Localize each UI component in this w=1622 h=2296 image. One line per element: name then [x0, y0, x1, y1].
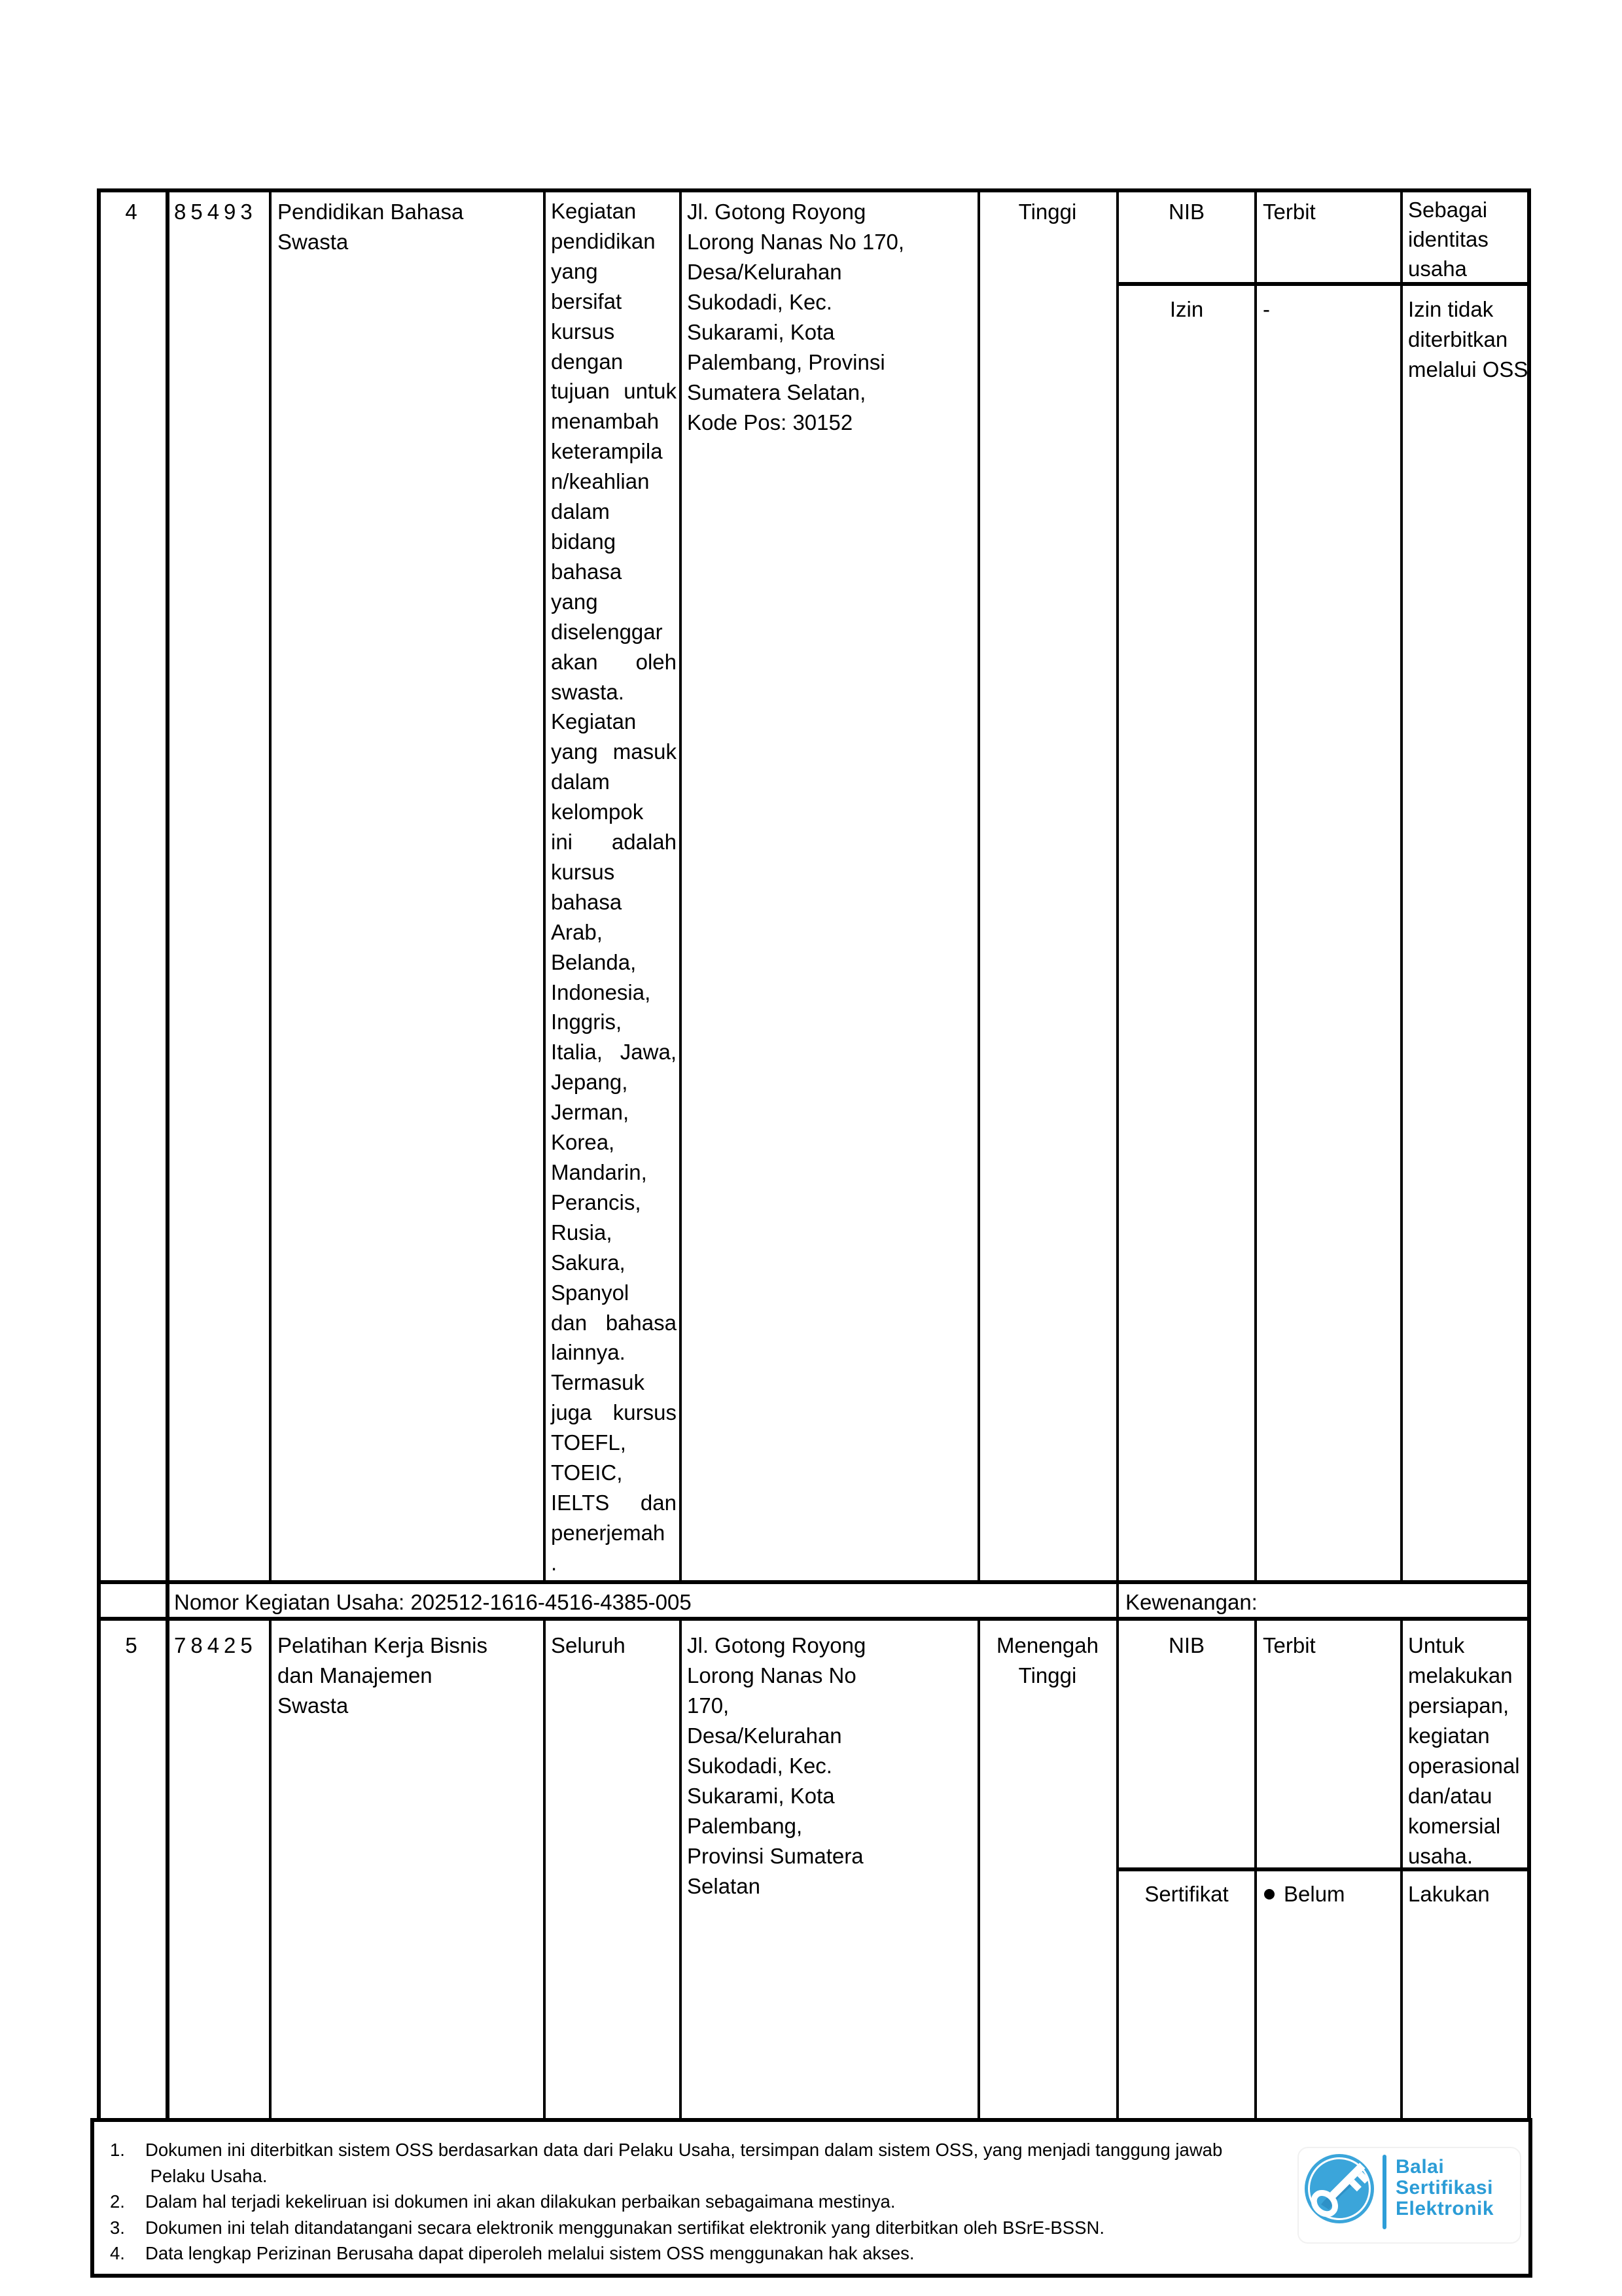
permit-note: Sebagai identitas usaha	[1408, 198, 1489, 281]
table-gridline	[543, 1621, 546, 2122]
permit-type: Izin	[1169, 297, 1204, 321]
activity-description: Kegiatan pendidikan yang bersifat kursus…	[551, 199, 677, 1575]
logo-line: Elektronik	[1396, 2198, 1494, 2219]
table-gridline	[1254, 1621, 1257, 2122]
table-gridline	[543, 188, 546, 1580]
logo-line: Balai	[1396, 2156, 1445, 2178]
table-gridline	[97, 1617, 1531, 1621]
note-number: 3.	[110, 2217, 125, 2238]
activity-description: Seluruh	[551, 1633, 626, 1657]
risk-level: Tinggi	[1018, 200, 1077, 224]
authority-label: Kewenangan:	[1125, 1590, 1258, 1614]
table-gridline	[679, 188, 682, 1580]
business-location: Jl. Gotong Royong Lorong Nanas No 170, D…	[687, 200, 905, 434]
table-gridline	[1116, 282, 1531, 286]
logo-line: Sertifikasi	[1396, 2177, 1493, 2199]
activity-name: Pelatihan Kerja Bisnis dan Manajemen Swa…	[277, 1633, 488, 1718]
note-text: Dokumen ini telah ditandatangani secara …	[145, 2217, 1104, 2238]
table-gridline	[1400, 1621, 1403, 2122]
permit-type: NIB	[1168, 200, 1205, 224]
footer-note: 1. Dokumen ini diterbitkan sistem OSS be…	[110, 2137, 1281, 2189]
table-gridline	[269, 188, 272, 1580]
table-gridline	[978, 1621, 980, 2122]
table-gridline	[97, 1580, 1531, 1584]
table-gridline	[1400, 188, 1403, 1580]
footer-note: 2. Dalam hal terjadi kekeliruan isi doku…	[110, 2189, 1281, 2215]
note-text: Dokumen ini diterbitkan sistem OSS berda…	[145, 2140, 1223, 2186]
kbli-code: 85493	[174, 200, 257, 224]
table-gridline	[679, 1621, 682, 2122]
kbli-code: 78425	[174, 1633, 257, 1657]
logo-wordmark: Balai Sertifikasi Elektronik	[1396, 2157, 1494, 2219]
table-gridline	[269, 1621, 272, 2122]
footer-notes: 1. Dokumen ini diterbitkan sistem OSS be…	[110, 2137, 1281, 2267]
permit-status: Belum	[1260, 1879, 1345, 1909]
permit-note: Untuk melakukan persiapan, kegiatan oper…	[1408, 1633, 1520, 1868]
risk-level: Menengah Tinggi	[996, 1633, 1099, 1687]
key-certificate-icon	[1303, 2152, 1376, 2225]
table-gridline	[1254, 188, 1257, 1580]
activity-number: Nomor Kegiatan Usaha: 202512-1616-4516-4…	[174, 1590, 692, 1614]
business-location: Jl. Gotong Royong Lorong Nanas No 170, D…	[687, 1633, 866, 1898]
permit-type: Sertifikat	[1144, 1882, 1229, 1906]
footer-notes-box	[90, 2118, 1532, 2278]
table-gridline	[1116, 188, 1119, 2122]
note-number: 2.	[110, 2191, 125, 2212]
permit-type: NIB	[1168, 1633, 1205, 1657]
permit-status-label: Belum	[1284, 1882, 1345, 1906]
note-text: Data lengkap Perizinan Berusaha dapat di…	[145, 2243, 915, 2263]
row-number: 5	[125, 1633, 137, 1657]
footer-note: 3. Dokumen ini telah ditandatangani seca…	[110, 2215, 1281, 2241]
table-gridline	[1116, 1867, 1531, 1871]
row-number: 4	[125, 200, 137, 224]
table-gridline	[166, 188, 169, 2122]
activity-name: Pendidikan Bahasa Swasta	[277, 200, 464, 254]
permit-status: -	[1263, 297, 1270, 321]
bullet-icon	[1264, 1889, 1275, 1899]
note-number: 4.	[110, 2243, 125, 2263]
note-number: 1.	[110, 2140, 125, 2160]
table-gridline	[978, 188, 980, 1580]
footer-note: 4. Data lengkap Perizinan Berusaha dapat…	[110, 2240, 1281, 2267]
permit-note: Lakukan	[1408, 1882, 1490, 1906]
note-text: Dalam hal terjadi kekeliruan isi dokumen…	[145, 2191, 896, 2212]
logo-divider-bar	[1383, 2155, 1386, 2229]
permit-note: Izin tidak diterbitkan melalui OSS	[1408, 297, 1528, 381]
permit-status: Terbit	[1263, 1633, 1316, 1657]
permit-status: Terbit	[1263, 200, 1316, 224]
